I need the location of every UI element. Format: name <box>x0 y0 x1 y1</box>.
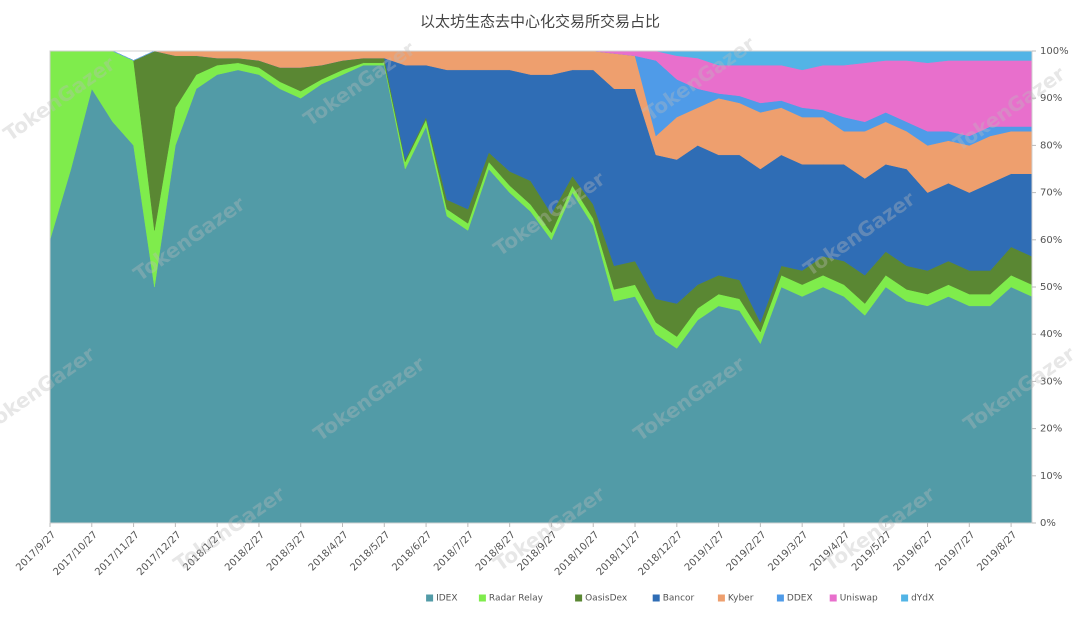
legend-swatch <box>478 594 486 602</box>
legend-label: OasisDex <box>585 594 628 604</box>
legend-swatch <box>829 594 837 602</box>
y-tick-label: 40% <box>1040 329 1062 340</box>
y-tick-label: 0% <box>1040 518 1056 529</box>
y-tick-label: 70% <box>1040 188 1062 199</box>
legend-swatch <box>776 594 784 602</box>
y-tick-label: 30% <box>1040 376 1062 387</box>
y-tick-label: 50% <box>1040 282 1062 293</box>
legend-label: IDEX <box>436 594 457 604</box>
y-tick-label: 90% <box>1040 93 1062 104</box>
legend-swatch <box>652 594 660 602</box>
legend-label: dYdX <box>911 594 934 604</box>
chart-title: 以太坊生态去中心化交易所交易占比 <box>420 13 660 31</box>
y-tick-label: 100% <box>1040 46 1069 57</box>
legend-label: Kyber <box>728 594 754 604</box>
legend-swatch <box>426 594 434 602</box>
legend-swatch <box>717 594 725 602</box>
legend-label: DDEX <box>787 594 813 604</box>
y-tick-label: 80% <box>1040 140 1062 151</box>
legend-label: Uniswap <box>840 594 878 604</box>
legend-label: Bancor <box>663 594 695 604</box>
legend-swatch <box>901 594 909 602</box>
legend-label: Radar Relay <box>489 594 544 604</box>
y-tick-label: 10% <box>1040 471 1062 482</box>
y-tick-label: 20% <box>1040 424 1062 435</box>
legend-swatch <box>575 594 583 602</box>
y-tick-label: 60% <box>1040 235 1062 246</box>
